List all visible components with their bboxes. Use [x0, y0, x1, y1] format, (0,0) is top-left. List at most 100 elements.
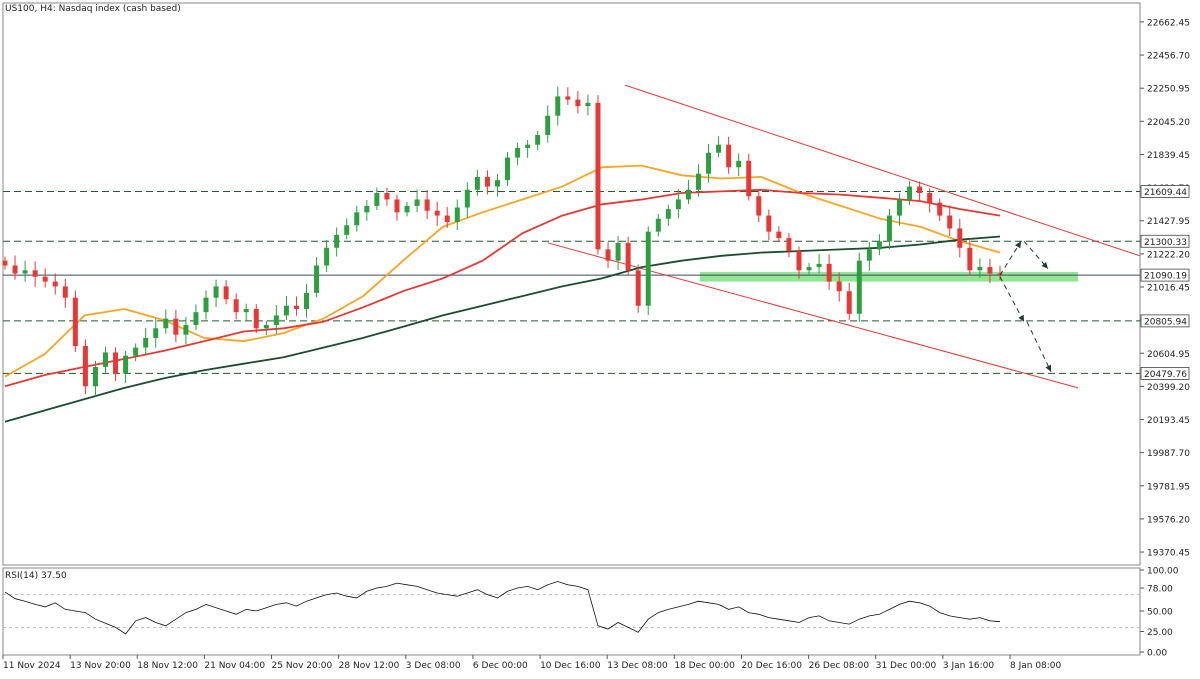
time-tick-label: 18 Dec 00:00	[674, 661, 735, 671]
price-tick-label: 19781.95	[1147, 482, 1190, 492]
candle-body	[374, 193, 380, 206]
candle-body	[736, 160, 742, 168]
price-tick-label: 20604.95	[1147, 350, 1190, 360]
projection-arrows-layer	[999, 240, 1052, 372]
candle-body	[42, 276, 48, 282]
moving-average-line	[4, 188, 1001, 388]
main-pane-frame	[2, 2, 1141, 566]
candle-body	[555, 96, 561, 116]
candle-body	[103, 352, 109, 367]
candle-body	[896, 199, 902, 216]
candle-body	[665, 209, 671, 219]
time-axis: 11 Nov 2024 13 Nov 20:00 18 Nov 12:00 21 No…	[2, 655, 1062, 671]
candle-body	[535, 135, 541, 145]
candle-body	[92, 366, 98, 387]
candle-body	[334, 234, 340, 248]
candle-body	[575, 99, 581, 107]
candle-body	[766, 215, 772, 232]
candle-body	[685, 189, 691, 200]
rsi-layer: 100.00 78.00 50.00 25.00 0.00	[3, 567, 1179, 659]
candle-body	[846, 291, 852, 314]
candle-body	[304, 292, 310, 309]
candle-body	[987, 267, 993, 274]
candle-body	[525, 144, 531, 148]
candle-body	[505, 157, 511, 181]
rsi-tick-label: 78.00	[1147, 585, 1173, 595]
candle-body	[233, 299, 239, 313]
candle-body	[474, 176, 480, 190]
candle-body	[856, 260, 862, 314]
channel-upper-line	[624, 84, 1141, 257]
level-label: 21609.44	[1144, 188, 1187, 198]
candle-body	[293, 305, 299, 309]
candle-body	[354, 212, 360, 226]
candle-body	[394, 199, 400, 213]
time-tick-label: 3 Dec 08:00	[406, 661, 461, 671]
candle-body	[2, 260, 8, 266]
candle-body	[967, 247, 973, 271]
time-tick-label: 31 Dec 00:00	[876, 661, 937, 671]
candles-layer	[2, 86, 1003, 397]
candle-body	[585, 102, 591, 107]
price-tick-label: 21016.45	[1147, 283, 1190, 293]
candle-body	[625, 242, 631, 271]
candle-body	[324, 247, 330, 266]
projection-arrowhead	[1045, 364, 1051, 372]
price-tick-label: 20399.20	[1147, 383, 1190, 393]
candle-body	[917, 186, 923, 194]
candle-body	[615, 242, 621, 261]
level-label: 21090.19	[1144, 272, 1187, 282]
candle-body	[153, 328, 159, 338]
candle-body	[675, 199, 681, 210]
projection-arrow	[1026, 321, 1052, 372]
candle-body	[605, 249, 611, 261]
moving-average-line	[4, 235, 1001, 423]
level-label-box	[1140, 314, 1190, 328]
level-label-box	[1140, 268, 1190, 282]
candle-body	[314, 265, 320, 293]
candle-body	[806, 267, 812, 271]
candle-body	[273, 315, 279, 326]
candle-body	[253, 308, 259, 329]
time-tick-label: 18 Nov 12:00	[137, 661, 198, 671]
candle-body	[746, 160, 752, 197]
level-label-box	[1140, 367, 1190, 380]
candle-body	[866, 249, 872, 261]
time-tick-label: 20 Dec 16:00	[741, 661, 802, 671]
time-tick-label: 13 Dec 08:00	[607, 661, 668, 671]
instrument-description: Nasdaq index (cash based)	[58, 4, 181, 14]
candle-body	[364, 205, 370, 213]
candle-body	[796, 250, 802, 271]
channel-layer	[547, 84, 1141, 389]
candle-body	[414, 199, 420, 206]
level-label: 20479.76	[1144, 370, 1187, 380]
level-label: 21300.33	[1144, 238, 1187, 248]
chart-header: US100, H4: Nasdaq index (cash based)	[5, 4, 181, 14]
candle-body	[927, 193, 933, 203]
candle-body	[12, 265, 18, 274]
price-tick-label: 21427.95	[1147, 217, 1190, 227]
time-tick-label: 28 Nov 12:00	[339, 661, 400, 671]
rsi-tick-label: 25.00	[1147, 628, 1173, 638]
projection-arrow	[999, 241, 1022, 276]
candle-body	[434, 210, 440, 216]
candle-body	[876, 241, 882, 250]
projection-arrowhead	[1018, 314, 1024, 322]
time-tick-label: 3 Jan 16:00	[943, 661, 995, 671]
candle-body	[143, 337, 149, 348]
candle-body	[716, 144, 722, 153]
symbol-label: US100	[5, 4, 35, 14]
candle-body	[62, 286, 68, 298]
candle-body	[836, 281, 842, 292]
candle-body	[886, 215, 892, 242]
candle-body	[947, 215, 953, 229]
projection-arrowhead	[1041, 262, 1048, 269]
candle-body	[494, 180, 500, 187]
time-tick-label: 13 Nov 20:00	[70, 661, 131, 671]
candle-body	[816, 263, 822, 268]
candle-body	[706, 152, 712, 174]
candle-body	[776, 231, 782, 239]
